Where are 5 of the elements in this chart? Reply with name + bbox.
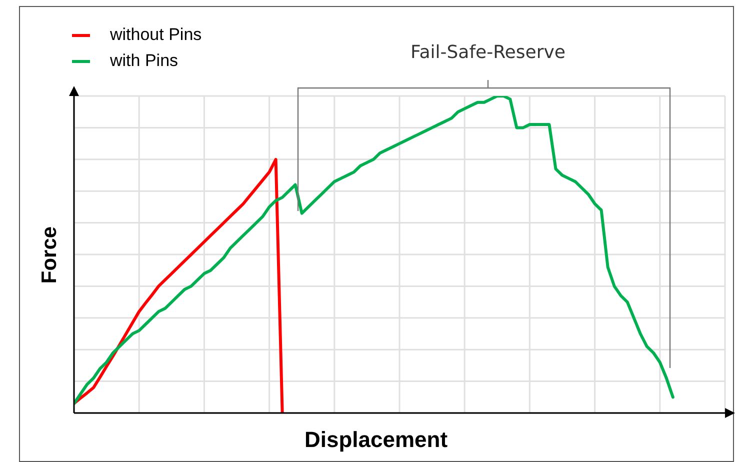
text: Fail-Safe-Reserve <box>410 42 566 63</box>
legend-label: without Pins <box>110 24 202 46</box>
legend-label: with Pins <box>110 50 178 72</box>
y-axis-title: Force <box>38 226 62 284</box>
x-axis-title: Displacement <box>304 427 448 453</box>
